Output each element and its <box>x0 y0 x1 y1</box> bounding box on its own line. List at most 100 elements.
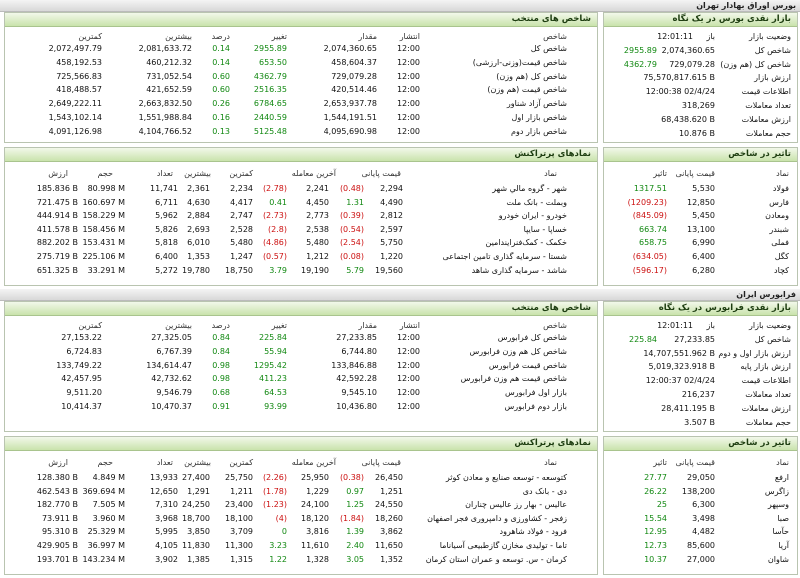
glance-value: 5,019,323.918 B <box>648 362 715 372</box>
market-status: باز <box>706 32 715 41</box>
symbol-name: شاشد - سرمایه گذاری شاهد <box>471 265 567 275</box>
cell: 95.310 B <box>41 527 78 537</box>
section-title: فرابورس ایران <box>736 290 796 299</box>
section-title-bar: بورس اوراق بهادار تهران <box>0 0 800 12</box>
cell: 7.505 M <box>92 500 125 510</box>
glance-value: 2,074,360.65 <box>661 45 715 55</box>
symbol-name: خساپا - سایپا <box>523 224 567 234</box>
cell: 653.50 <box>259 57 287 67</box>
cell: 420,514.46 <box>331 85 377 95</box>
cell: 4,490 <box>380 197 403 207</box>
cell: (1.78) <box>262 486 287 496</box>
cell: 3,816 <box>306 527 329 537</box>
cell: 12:00 <box>396 388 420 398</box>
cell: 12:00 <box>396 44 420 53</box>
cell: 0.84 <box>212 333 230 342</box>
cell: 2,072,497.79 <box>48 44 102 53</box>
cell: 12:00 <box>396 71 420 81</box>
section-title-bar: فرابورس ایران <box>0 289 800 301</box>
cell: 19,560 <box>375 265 403 275</box>
glance-label: تعداد معاملات <box>745 101 791 110</box>
column-header: کمترین <box>78 32 102 41</box>
cell: 2955.89 <box>253 44 287 53</box>
symbol: شاوان <box>767 554 789 564</box>
cell: 42,457.95 <box>61 374 102 384</box>
cell: 0.98 <box>212 374 230 384</box>
cell: 158.456 M <box>82 224 125 234</box>
symbol: فارس <box>769 197 789 207</box>
cell: 23,400 <box>225 500 253 510</box>
column-header: آخرین معامله <box>291 458 336 467</box>
index-name: بازار دوم فرابورس <box>504 402 567 411</box>
cell: 42,732.62 <box>151 374 192 384</box>
cell: 2440.59 <box>253 113 287 122</box>
cell: 731,052.54 <box>146 71 192 81</box>
cell: 11,650 <box>375 541 403 550</box>
glance-label: شاخص کل (هم وزن) <box>720 59 791 69</box>
cell: 9,545.10 <box>341 388 377 398</box>
cell: 3.960 M <box>92 513 125 523</box>
cell: 1,551,988.84 <box>138 113 192 122</box>
cell: 64.53 <box>264 388 287 398</box>
panel: تاثیر در شاخص نماد قیمت پایانی تاثیر ارفع 29,… <box>603 436 798 575</box>
cell: (0.38) <box>339 473 364 482</box>
cell: 429.905 B <box>36 541 78 550</box>
panel: نمادهای پرتراکنش نماد قیمت پایانی آخرین معا… <box>4 147 598 286</box>
cell: 458,604.37 <box>331 57 377 67</box>
column-header: تغییر <box>271 32 287 41</box>
cell: 0.41 <box>269 197 287 207</box>
cell: 80.998 M <box>87 184 125 193</box>
symbol-name: خکمک - کمک‌فنرایندامین <box>485 238 567 248</box>
cell: 0.14 <box>212 44 230 53</box>
cell: 0.84 <box>212 346 230 356</box>
column-header: درصد <box>211 321 230 330</box>
symbol-name: شهر - گروه مالي شهر <box>492 184 567 193</box>
cell: 5,272 <box>155 265 178 275</box>
cell: 3,709 <box>230 527 253 537</box>
cell: 4.849 M <box>92 473 125 482</box>
cell: 1,544,191.51 <box>323 113 377 122</box>
glance-change: 4362.79 <box>623 59 657 69</box>
cell: 12:00 <box>396 346 420 356</box>
column-header: تاثیر <box>653 458 667 467</box>
column-header: قیمت پایانی <box>675 169 715 178</box>
cell: 33.291 M <box>87 265 125 275</box>
cell: 11,610 <box>301 541 329 550</box>
column-header: نماد <box>776 169 789 178</box>
cell: 36.997 M <box>87 541 125 550</box>
glance-change: 225.84 <box>629 334 657 344</box>
cell: 4362.79 <box>253 71 287 81</box>
panel: تاثیر در شاخص نماد قیمت پایانی تاثیر فولاد 5,… <box>603 147 798 286</box>
cell: 11,300 <box>225 541 253 550</box>
column-header: حجم <box>97 458 113 467</box>
glance-value: 14,707,551.962 B <box>643 348 715 358</box>
cell: (2.73) <box>262 211 287 221</box>
cell: 2,074,360.65 <box>323 44 377 53</box>
column-header: قیمت پایانی <box>361 458 401 467</box>
cell: 6,400 <box>155 252 178 261</box>
column-header: کمترین <box>229 458 253 467</box>
cell: 15.54 <box>644 513 667 523</box>
symbol: فملی <box>771 238 789 248</box>
cell: 1,211 <box>230 486 253 496</box>
panel-title: تاثیر در شاخص <box>728 149 791 159</box>
cell: 19,780 <box>182 265 210 275</box>
cell: 1295.42 <box>253 360 287 370</box>
cell: 12:00 <box>396 57 420 67</box>
cell: 3,968 <box>155 513 178 523</box>
cell: 2,234 <box>230 184 253 193</box>
cell: 25,750 <box>225 473 253 482</box>
cell: 27,000 <box>687 554 715 564</box>
cell: 1,315 <box>230 554 253 564</box>
cell: 4,104,766.52 <box>138 126 192 136</box>
cell: 4,095,690.98 <box>323 126 377 136</box>
cell: 153.431 M <box>82 238 125 248</box>
cell: 138,200 <box>681 486 715 496</box>
panel-title: تاثیر در شاخص <box>728 438 791 448</box>
column-header: کمترین <box>78 321 102 330</box>
cell: 225.84 <box>259 333 287 342</box>
glance-value: 12:01:11 <box>657 321 693 330</box>
cell: (634.05) <box>632 252 667 261</box>
cell: (0.54) <box>339 224 364 234</box>
